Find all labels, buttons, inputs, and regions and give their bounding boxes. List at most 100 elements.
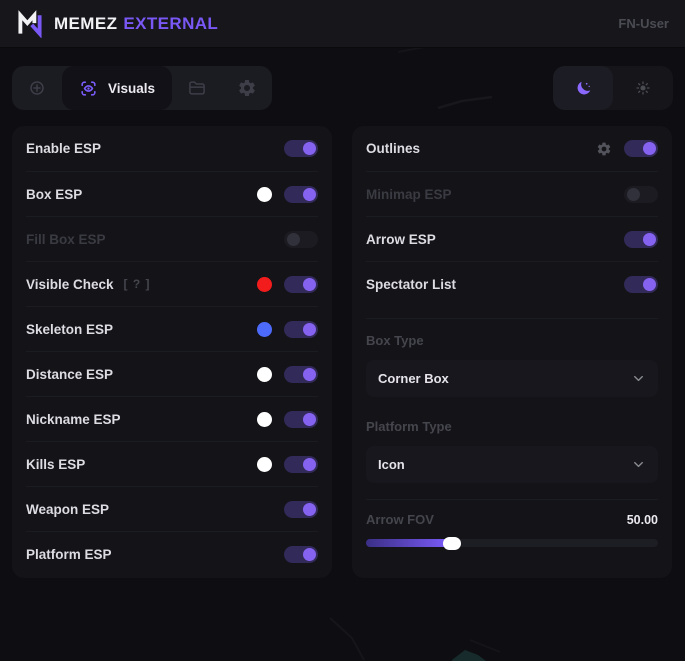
row-controls <box>257 275 318 293</box>
setting-label: Platform ESP <box>26 546 112 562</box>
row-controls <box>257 455 318 473</box>
box-type-value: Corner Box <box>378 371 449 386</box>
eye-scan-icon <box>81 80 96 96</box>
toggle-weapon-esp[interactable] <box>284 500 318 518</box>
row-controls <box>284 140 318 157</box>
toggle-knob <box>303 277 316 291</box>
toggle-skeleton-esp[interactable] <box>284 320 318 338</box>
arrow-fov-slider-knob[interactable] <box>443 536 462 550</box>
toggle-knob <box>303 412 316 426</box>
row-controls <box>596 140 658 157</box>
tab-visuals[interactable]: Visuals <box>62 66 172 110</box>
color-swatch[interactable] <box>257 366 272 382</box>
toggle-knob <box>303 502 316 516</box>
toggle-box-esp[interactable] <box>284 185 318 203</box>
toggle-outlines[interactable] <box>624 140 658 157</box>
toggle-arrow-esp[interactable] <box>624 230 658 248</box>
setting-row-nickname-esp: Nickname ESP <box>26 396 318 441</box>
toggle-nickname-esp[interactable] <box>284 410 318 428</box>
settings-panels: Enable ESP Box ESP Fill Box ESP Visible Che… <box>12 126 673 578</box>
setting-label: Minimap ESP <box>366 186 452 202</box>
setting-row-minimap-esp: Minimap ESP <box>366 171 658 216</box>
toggle-minimap-esp[interactable] <box>624 185 658 203</box>
setting-label: Weapon ESP <box>26 501 110 517</box>
sun-icon <box>636 81 650 95</box>
esp-panel-left: Enable ESP Box ESP Fill Box ESP Visible Che… <box>12 126 332 578</box>
toggle-knob <box>643 142 656 155</box>
row-controls <box>257 320 318 338</box>
toolbar-row: Visuals <box>12 66 673 110</box>
help-badge[interactable]: [ ? ] <box>123 277 151 291</box>
row-controls <box>284 500 318 518</box>
divider <box>366 318 658 319</box>
setting-row-weapon-esp: Weapon ESP <box>26 486 318 531</box>
arrow-fov-value: 50.00 <box>626 512 658 527</box>
setting-row-skeleton-esp: Skeleton ESP <box>26 306 318 351</box>
toggle-knob <box>303 457 316 471</box>
color-swatch[interactable] <box>257 276 272 292</box>
tab-visuals-label: Visuals <box>107 80 156 96</box>
setting-row-spectator-list: Spectator List <box>366 261 658 306</box>
color-swatch[interactable] <box>257 186 272 202</box>
setting-label: Arrow ESP <box>366 231 436 247</box>
setting-label: Nickname ESP <box>26 411 121 427</box>
brand-logo-icon <box>18 9 42 38</box>
toggle-visible-check[interactable] <box>284 275 318 293</box>
username-label: FN-User <box>618 16 669 31</box>
setting-row-distance-esp: Distance ESP <box>26 351 318 396</box>
row-controls <box>624 275 658 293</box>
tab-strip: Visuals <box>12 66 272 110</box>
setting-label: Outlines <box>366 141 421 156</box>
color-swatch[interactable] <box>257 456 272 472</box>
chevron-down-icon <box>631 371 646 386</box>
color-swatch[interactable] <box>257 321 272 337</box>
brand-suffix: EXTERNAL <box>123 13 219 33</box>
platform-type-label: Platform Type <box>366 419 452 434</box>
platform-type-select[interactable]: Icon <box>366 446 658 483</box>
row-controls <box>257 365 318 383</box>
top-bar: MEMEZ EXTERNAL FN-User <box>0 0 685 48</box>
theme-switch <box>553 66 673 110</box>
row-controls <box>284 230 318 248</box>
toggle-spectator-list[interactable] <box>624 275 658 293</box>
box-type-select[interactable]: Corner Box <box>366 360 658 397</box>
theme-light-button[interactable] <box>613 66 673 110</box>
row-controls <box>257 410 318 428</box>
setting-label: Fill Box ESP <box>26 231 106 247</box>
tab-aim[interactable] <box>12 66 62 110</box>
toggle-fill-box-esp[interactable] <box>284 230 318 248</box>
esp-panel-right: Outlines Minimap ESP Arrow ESP Spectator Li… <box>352 126 672 578</box>
brand-name: MEMEZ <box>54 13 118 33</box>
setting-row-arrow-esp: Arrow ESP <box>366 216 658 261</box>
tab-configs[interactable] <box>172 66 222 110</box>
toggle-knob <box>303 367 316 381</box>
theme-dark-button[interactable] <box>553 66 613 110</box>
color-swatch[interactable] <box>257 411 272 427</box>
setting-label: Distance ESP <box>26 366 114 382</box>
toggle-platform-esp[interactable] <box>284 545 318 563</box>
row-controls <box>624 185 658 203</box>
setting-row-kills-esp: Kills ESP <box>26 441 318 486</box>
arrow-fov-slider[interactable] <box>366 536 658 550</box>
row-controls <box>624 230 658 248</box>
arrow-fov-label: Arrow FOV <box>366 512 434 527</box>
setting-label: Visible Check <box>26 276 114 292</box>
toggle-enable-esp[interactable] <box>284 140 318 157</box>
crosshair-icon <box>30 81 44 95</box>
toggle-distance-esp[interactable] <box>284 365 318 383</box>
toggle-knob <box>303 187 316 201</box>
setting-label: Spectator List <box>366 276 457 292</box>
arrow-fov-section: Arrow FOV 50.00 <box>366 499 658 550</box>
toggle-kills-esp[interactable] <box>284 455 318 473</box>
tab-settings[interactable] <box>222 66 272 110</box>
setting-row-visible-check: Visible Check [ ? ] <box>26 261 318 306</box>
outline-settings-gear-icon[interactable] <box>596 141 612 157</box>
toggle-knob <box>303 142 316 155</box>
platform-type-value: Icon <box>378 457 405 472</box>
setting-row-box-esp: Box ESP <box>26 171 318 216</box>
toggle-knob <box>643 277 656 291</box>
setting-row-enable-esp: Enable ESP <box>26 126 318 171</box>
toggle-knob <box>287 232 300 246</box>
row-controls <box>284 545 318 563</box>
gear-icon <box>239 79 255 96</box>
